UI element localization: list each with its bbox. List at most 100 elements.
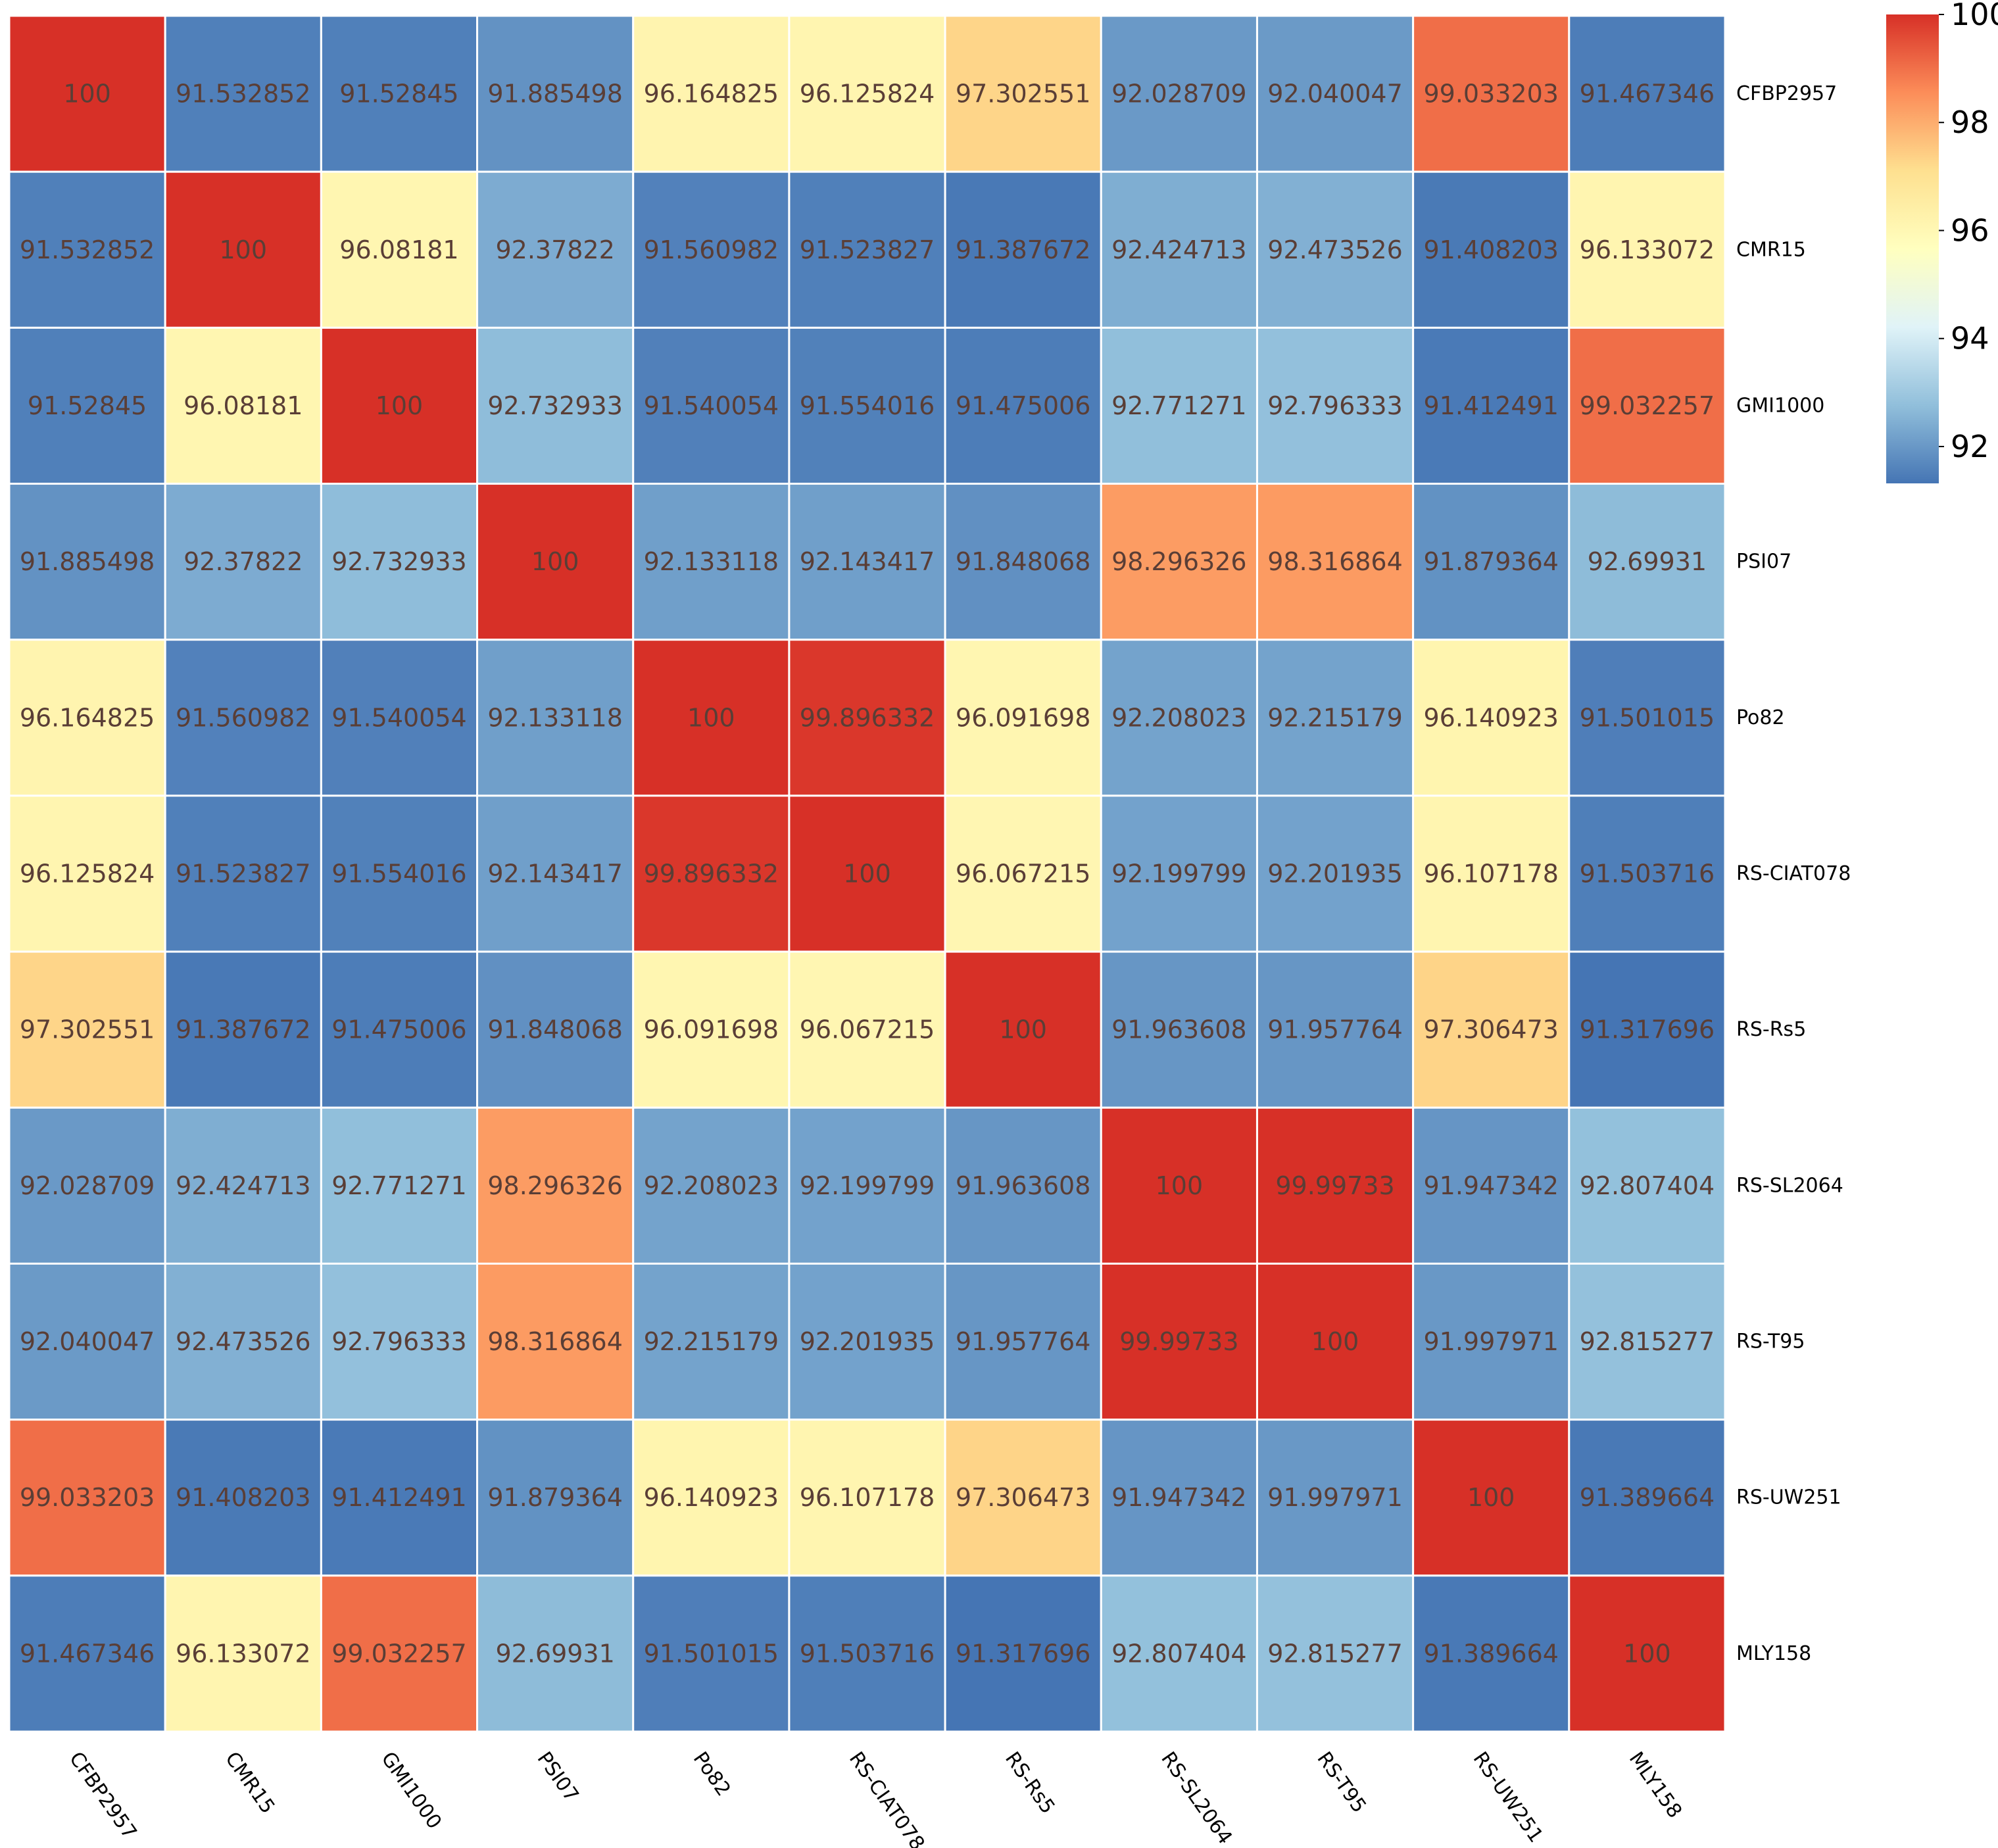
heatmap-cell — [8, 1419, 166, 1577]
heatmap-cell — [1100, 14, 1258, 173]
cell-value-label: 91.554016 — [800, 391, 935, 420]
heatmap-cell — [788, 794, 946, 953]
heatmap-cell — [320, 14, 479, 173]
cell-value-label: 91.475006 — [331, 1015, 467, 1044]
heatmap-cell — [1255, 794, 1415, 953]
row-label: Po82 — [1736, 706, 1785, 729]
heatmap-cell — [1255, 639, 1415, 797]
heatmap-cell — [164, 14, 322, 173]
cell-value-label: 91.412491 — [1423, 391, 1559, 420]
cell-value-label: 92.201935 — [1267, 860, 1403, 888]
column-label: MLY158 — [1624, 1748, 1686, 1823]
heatmap-cell — [1255, 950, 1415, 1109]
heatmap-cell — [164, 483, 322, 641]
heatmap-cell — [1100, 950, 1258, 1109]
cell-value-label: 96.067215 — [800, 1015, 935, 1044]
cell-value-label: 92.028709 — [20, 1171, 155, 1200]
row-label: CFBP2957 — [1736, 82, 1837, 105]
cell-value-label: 91.554016 — [331, 860, 467, 888]
cell-value-label: 92.201935 — [800, 1327, 935, 1356]
heatmap-cell — [1568, 483, 1726, 641]
cell-value-label: 100 — [220, 235, 268, 264]
cell-value-label: 97.306473 — [956, 1483, 1091, 1512]
heatmap-cell — [164, 1574, 322, 1733]
cell-value-label: 91.501015 — [644, 1639, 779, 1668]
cell-value-label: 91.52845 — [339, 80, 458, 109]
heatmap-cell — [164, 170, 322, 329]
cell-value-label: 91.560982 — [176, 703, 311, 732]
colorbar-tick-label: 96 — [1951, 212, 1989, 248]
heatmap-cell — [8, 794, 166, 953]
cell-value-label: 91.957764 — [1267, 1015, 1403, 1044]
cell-value-label: 99.99733 — [1275, 1171, 1394, 1200]
cell-value-label: 96.08181 — [339, 235, 458, 264]
cell-value-label: 92.199799 — [800, 1171, 935, 1200]
cell-value-label: 91.317696 — [956, 1639, 1091, 1668]
cell-value-label: 91.467346 — [20, 1639, 155, 1668]
cell-value-label: 91.885498 — [20, 547, 155, 576]
cell-value-label: 91.947342 — [1423, 1171, 1559, 1200]
cell-value-label: 91.957764 — [956, 1327, 1091, 1356]
heatmap-cell — [1412, 950, 1571, 1109]
column-label: RS-Rs5 — [1000, 1748, 1060, 1818]
heatmap-cell — [320, 326, 479, 485]
heatmap-cell — [8, 1574, 166, 1733]
heatmap-cell — [788, 1262, 946, 1421]
heatmap-cell — [632, 1574, 791, 1733]
heatmap-cell — [320, 950, 479, 1109]
heatmap-cell — [1412, 170, 1571, 329]
cell-value-label: 91.879364 — [487, 1483, 623, 1512]
heatmap-cell — [1412, 1262, 1571, 1421]
heatmap-cell — [320, 1574, 479, 1733]
heatmap-cell — [476, 1419, 635, 1577]
heatmap-cell — [1412, 1106, 1571, 1265]
row-labels: CFBP2957 CMR15 GMI1000 PSI07 Po82 RS-CIAT078 R… — [1736, 82, 1851, 1665]
colorbar-tick-label: 92 — [1951, 429, 1989, 464]
cell-value-label: 91.963608 — [956, 1171, 1091, 1200]
cell-value-label: 92.133118 — [487, 703, 623, 732]
cell-value-label: 92.807404 — [1111, 1639, 1247, 1668]
heatmap-cell — [1255, 1574, 1415, 1733]
heatmap-cell — [8, 1106, 166, 1265]
cell-value-label: 92.37822 — [183, 547, 303, 576]
cell-value-label: 91.947342 — [1111, 1483, 1247, 1512]
cell-value-label: 96.164825 — [20, 703, 155, 732]
heatmap-cell — [8, 1262, 166, 1421]
row-label: GMI1000 — [1736, 394, 1824, 417]
cell-value-label: 91.540054 — [644, 391, 779, 420]
cell-value-label: 91.389664 — [1423, 1639, 1559, 1668]
cell-value-label: 99.033203 — [1423, 80, 1559, 109]
cell-value-label: 96.091698 — [644, 1015, 779, 1044]
cell-value-label: 96.125824 — [800, 80, 935, 109]
cell-value-label: 91.389664 — [1580, 1483, 1715, 1512]
cell-value-label: 97.306473 — [1423, 1015, 1559, 1044]
cell-value-label: 96.091698 — [956, 703, 1091, 732]
heatmap-cell — [1568, 1574, 1726, 1733]
heatmap-cell — [1412, 639, 1571, 797]
cell-value-label: 96.067215 — [956, 860, 1091, 888]
cell-value-label: 92.732933 — [331, 547, 467, 576]
cell-value-label: 96.125824 — [20, 860, 155, 888]
column-label: Po82 — [689, 1748, 735, 1801]
heatmap-cell — [8, 950, 166, 1109]
heatmap-cell — [8, 326, 166, 485]
cell-value-label: 96.107178 — [800, 1483, 935, 1512]
heatmap-cell — [476, 950, 635, 1109]
column-label: CFBP2957 — [64, 1748, 141, 1844]
cell-value-label: 92.771271 — [1111, 391, 1247, 420]
row-label: RS-CIAT078 — [1736, 862, 1851, 885]
cell-value-label: 96.107178 — [1423, 860, 1559, 888]
heatmap-cell — [632, 14, 791, 173]
cell-value-label: 96.140923 — [644, 1483, 779, 1512]
cell-value-label: 92.040047 — [1267, 80, 1403, 109]
row-label: RS-Rs5 — [1736, 1018, 1806, 1041]
cell-value-label: 91.52845 — [28, 391, 147, 420]
cell-value-label: 91.540054 — [331, 703, 467, 732]
cell-value-label: 98.316864 — [1267, 547, 1403, 576]
cell-value-label: 92.199799 — [1111, 860, 1247, 888]
cell-value-label: 92.732933 — [487, 391, 623, 420]
heatmap-cell — [788, 1574, 946, 1733]
cell-value-label: 97.302551 — [956, 80, 1091, 109]
cell-value-label: 100 — [999, 1015, 1047, 1044]
